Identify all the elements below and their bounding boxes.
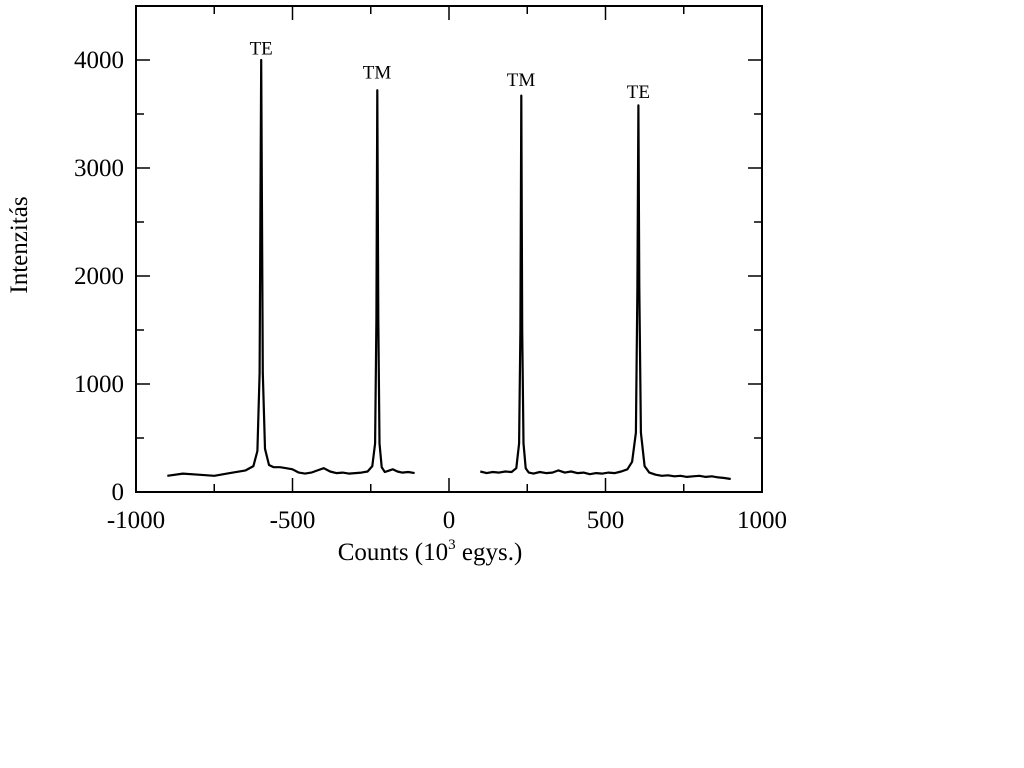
axis-ticks [135,5,763,493]
x-tick-label: 500 [587,507,625,534]
y-tick-label: 4000 [74,47,124,74]
series-layer [167,58,731,481]
y-tick-label: 1000 [74,371,124,398]
y-axis-title: Intenzitás [6,196,33,293]
peak-label: TM [507,70,536,91]
y-tick-label: 2000 [74,263,124,290]
peak-annotations: TE TM TM TE [250,39,650,103]
plot-frame [135,5,763,493]
series-line-segment [167,58,415,477]
peak-label: TE [250,39,273,60]
series-line-segment [480,94,731,481]
peak-label: TE [627,82,650,103]
x-tick-label: -1000 [107,507,165,534]
x-tick-label: 0 [443,507,456,534]
x-axis-title-tail: egys.) [456,539,523,566]
x-axis-title-superscript: 3 [448,537,456,553]
x-axis-title: Counts (103 egys.) [338,537,523,566]
peak-label: TM [363,62,392,83]
y-tick-label: 3000 [74,155,124,182]
x-tick-label: 1000 [737,507,787,534]
y-tick-label: 0 [112,479,125,506]
tick-labels: 0 1000 2000 3000 4000 -1000 -500 0 500 1000 [74,47,787,534]
x-tick-label: -500 [270,507,316,534]
x-axis-title-main: Counts (10 [338,539,448,566]
